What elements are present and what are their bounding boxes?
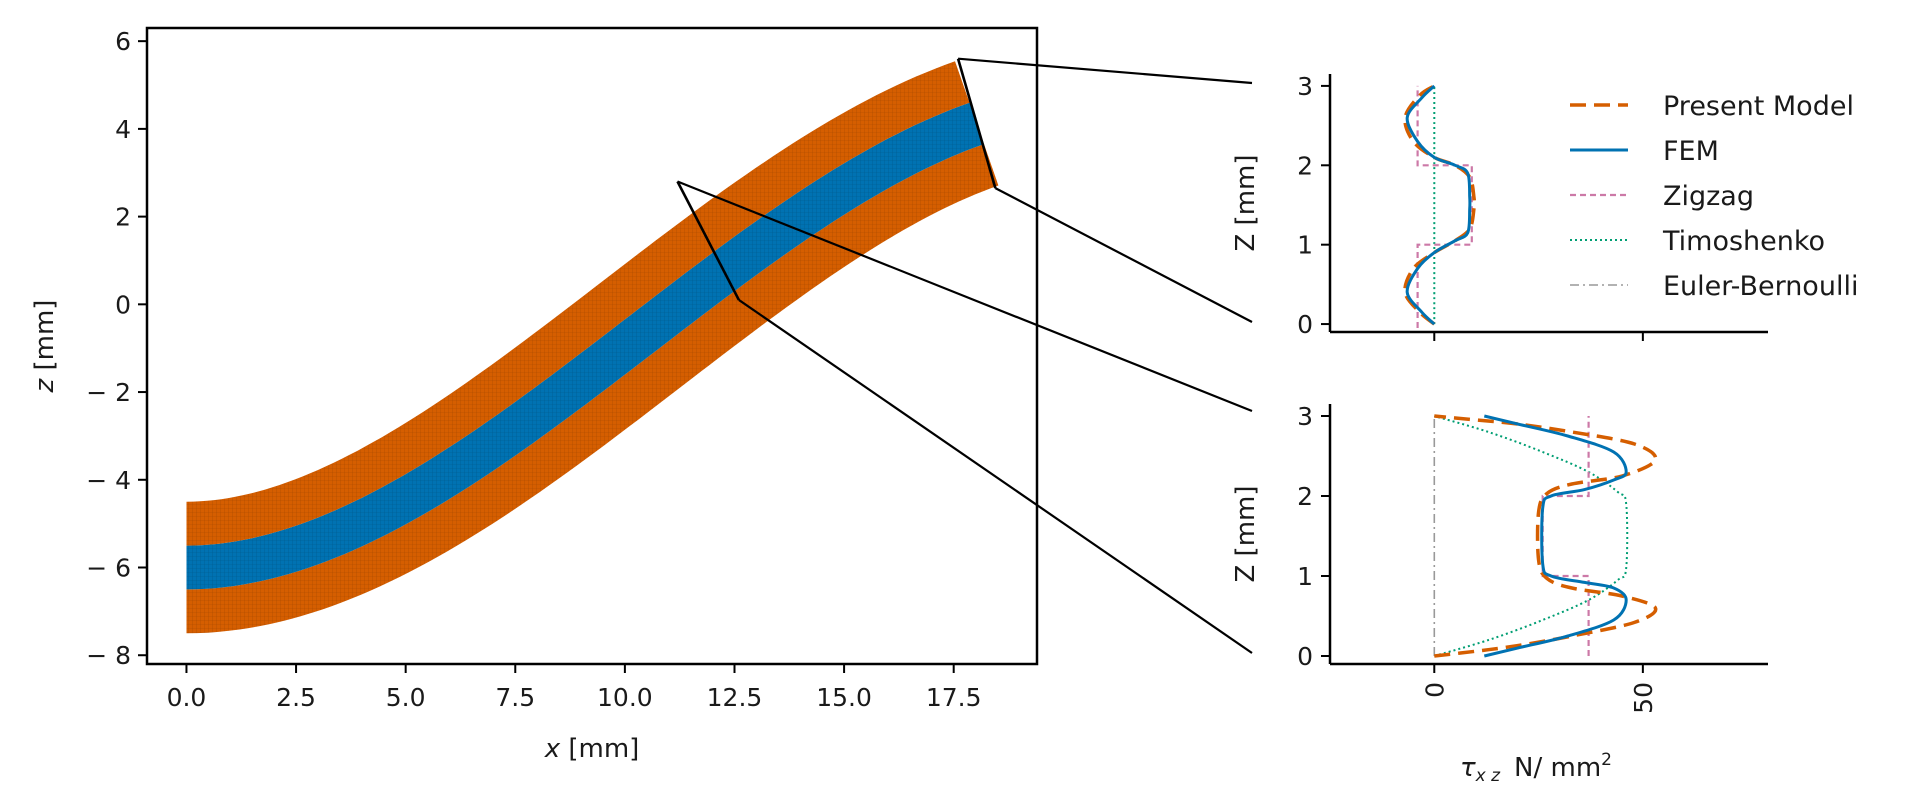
- bottom-y-tick-label: 0: [1297, 642, 1313, 671]
- beam-y-tick-label: 0: [115, 290, 131, 319]
- legend: Present Model FEM Zigzag Timoshenko Euler-Be…: [1570, 91, 1858, 302]
- beam-x-symbol: x: [544, 734, 561, 764]
- top-profile-panel: 0 1 2 3 Z [mm] Present Model FEM Zigzag Timosh…: [1231, 72, 1858, 341]
- bottom-series: [1433, 414, 1658, 658]
- beam-mesh-0: [186, 144, 999, 634]
- beam-y-symbol: z: [30, 377, 60, 393]
- top-y-ticks: 0 1 2 3: [1297, 72, 1330, 339]
- legend-label: Present Model: [1663, 91, 1854, 122]
- zoom-connector-line: [677, 180, 1253, 413]
- beam-plot-frame: [145, 26, 1039, 666]
- top-series-zigzag: [1416, 85, 1473, 328]
- beam-y-tick-label: − 8: [86, 641, 131, 670]
- section-cut-line: [956, 58, 997, 189]
- deformed-beam-panel: 0.0 2.5 5.0 7.5 10.0 12.5 15.0 17.5 6 4 2 0 − 2 − 4 −…: [30, 26, 1039, 764]
- beam-y-tick-label: − 2: [86, 378, 131, 407]
- beam-y-tick-label: 2: [115, 203, 131, 232]
- bottom-x-symbol: τ: [1460, 753, 1476, 783]
- legend-label: Timoshenko: [1662, 226, 1825, 257]
- beam-x-unit: [mm]: [568, 734, 639, 764]
- beam-x-ticks: 0.0 2.5 5.0 7.5 10.0 12.5 15.0 17.5: [167, 664, 982, 712]
- top-y-tick-label: 0: [1297, 310, 1313, 339]
- legend-label: Zigzag: [1663, 181, 1754, 212]
- beam-y-tick-label: − 4: [86, 466, 131, 495]
- beam-x-tick-label: 12.5: [707, 683, 763, 712]
- bottom-x-unit: N/ mm: [1514, 753, 1601, 783]
- bottom-y-tick-label: 1: [1297, 562, 1313, 591]
- beam-y-tick-label: 6: [115, 27, 131, 56]
- beam-x-tick-label: 17.5: [926, 683, 982, 712]
- beam-y-axis-label: z [mm]: [30, 300, 60, 394]
- section-cut-line: [676, 180, 741, 301]
- bottom-x-tick-label: 50: [1629, 682, 1658, 714]
- beam-layers: [186, 61, 999, 634]
- bottom-series-fem: [1483, 414, 1628, 658]
- top-series-fem: [1405, 84, 1472, 326]
- zoom-connector-line: [738, 299, 1253, 654]
- beam-y-ticks: 6 4 2 0 − 2 − 4 − 6 − 8: [86, 27, 147, 670]
- bottom-y-tick-label: 3: [1297, 402, 1313, 431]
- bottom-y-tick-label: 2: [1297, 482, 1313, 511]
- bottom-x-superscript: 2: [1601, 750, 1612, 770]
- zoom-connector-line: [994, 187, 1253, 323]
- top-series: [1403, 84, 1477, 328]
- zoom-connector-line: [957, 57, 1253, 85]
- bottom-series-present-model: [1434, 414, 1658, 658]
- beam-mesh-2: [186, 61, 970, 546]
- beam-x-tick-label: 2.5: [276, 683, 316, 712]
- beam-x-tick-label: 15.0: [816, 683, 872, 712]
- beam-x-tick-label: 10.0: [597, 683, 653, 712]
- top-y-tick-label: 2: [1297, 151, 1313, 180]
- bottom-x-ticks: 0 50: [1420, 664, 1658, 714]
- beam-y-tick-label: 4: [115, 115, 131, 144]
- beam-x-axis-label: x [mm]: [544, 734, 640, 764]
- bottom-y-axis-label: Z [mm]: [1231, 485, 1261, 582]
- beam-y-tick-label: − 6: [86, 554, 131, 583]
- beam-x-tick-label: 5.0: [386, 683, 426, 712]
- legend-label: Euler-Bernoulli: [1663, 271, 1858, 302]
- zoom-connector-lines: [676, 57, 1253, 654]
- bottom-y-ticks: 0 1 2 3: [1297, 402, 1330, 671]
- bottom-series-zigzag: [1541, 416, 1590, 656]
- legend-label: FEM: [1663, 136, 1719, 167]
- top-y-axis-label: Z [mm]: [1231, 154, 1261, 251]
- bottom-x-subscript: x z: [1475, 766, 1501, 785]
- top-series-present-model: [1403, 84, 1477, 326]
- top-x-ticks: [1433, 332, 1644, 341]
- beam-y-unit: [mm]: [30, 300, 60, 371]
- beam-x-tick-label: 0.0: [167, 683, 207, 712]
- top-y-tick-label: 3: [1297, 72, 1313, 101]
- bottom-x-axis-label: τx z N/ mm2: [1460, 750, 1612, 785]
- bottom-series-timoshenko: [1434, 415, 1629, 657]
- beam-x-tick-label: 7.5: [495, 683, 535, 712]
- top-y-tick-label: 1: [1297, 231, 1313, 260]
- bottom-x-tick-label: 0: [1420, 682, 1449, 698]
